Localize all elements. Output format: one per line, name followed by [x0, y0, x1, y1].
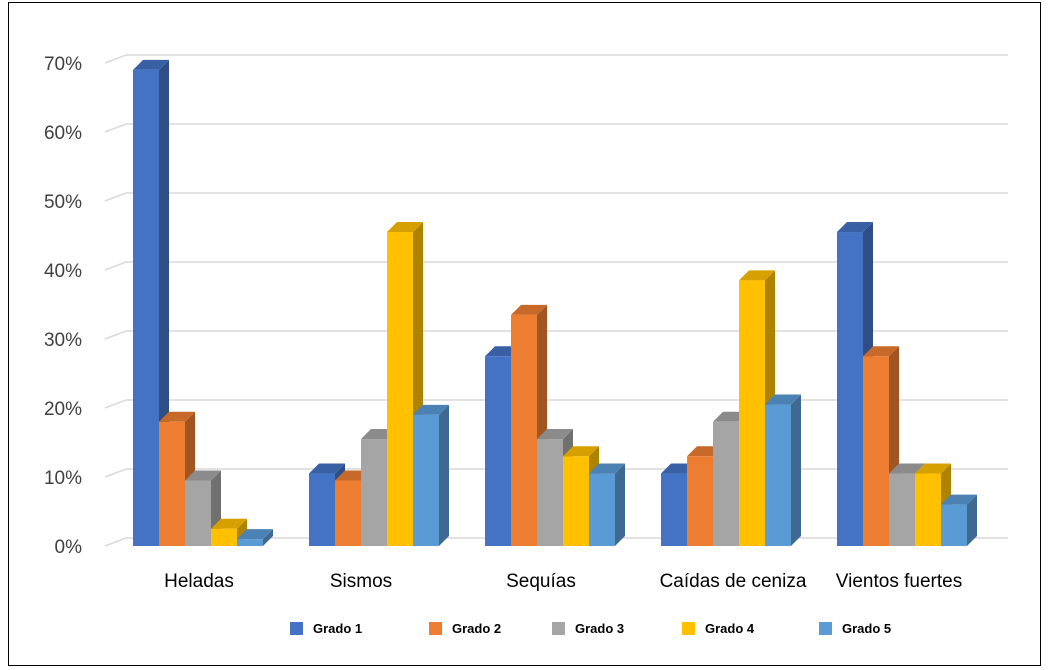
x-tick-label: Heladas: [164, 571, 234, 592]
bar: [309, 473, 335, 546]
bar: [485, 356, 511, 546]
bar-top: [309, 463, 345, 474]
bar-top: [765, 394, 801, 405]
bar: [661, 473, 687, 546]
bar-side: [791, 394, 801, 546]
bar: [335, 480, 361, 546]
bar-side: [263, 529, 273, 546]
legend-label: Grado 4: [705, 621, 755, 636]
bar: [863, 356, 889, 546]
bar-top: [387, 222, 423, 233]
x-tick-label: Sismos: [330, 571, 392, 592]
x-tick-label: Sequías: [506, 571, 576, 592]
bar-top: [837, 222, 873, 233]
y-tick-label: 40%: [44, 261, 82, 282]
y-tick-label: 0%: [55, 537, 83, 558]
bar: [211, 528, 237, 546]
bar-top: [211, 518, 247, 529]
bar-top: [133, 59, 169, 70]
bar: [387, 232, 413, 547]
bar-top: [537, 429, 573, 440]
bar: [237, 539, 263, 546]
bar: [589, 473, 615, 546]
legend-swatch: [682, 622, 695, 635]
legend-swatch: [290, 622, 303, 635]
x-tick-label: Caídas de ceniza: [660, 571, 807, 592]
gridline: [104, 330, 1008, 340]
legend-label: Grado 5: [842, 621, 891, 636]
x-tick-label: Vientos fuertes: [836, 571, 962, 592]
bar: [511, 314, 537, 546]
bar: [133, 69, 159, 547]
bar-side: [615, 463, 625, 546]
bar: [941, 504, 967, 546]
y-tick-label: 50%: [44, 192, 82, 213]
y-tick-label: 60%: [44, 123, 82, 144]
bar: [563, 456, 589, 546]
legend-label: Grado 2: [452, 621, 501, 636]
bar: [159, 421, 185, 546]
bar: [413, 414, 439, 546]
y-tick-label: 70%: [44, 54, 82, 75]
bar: [537, 439, 563, 546]
y-tick-label: 10%: [44, 468, 82, 489]
gridline: [104, 399, 1008, 409]
bar: [889, 473, 915, 546]
bar-top: [863, 346, 899, 357]
gridline: [104, 54, 1008, 64]
bar-top: [413, 404, 449, 415]
bar-top: [941, 494, 977, 505]
y-tick-label: 30%: [44, 330, 82, 351]
gridline: [104, 261, 1008, 271]
bar: [713, 421, 739, 546]
bar-side: [439, 404, 449, 546]
bar: [361, 439, 387, 546]
bar: [739, 280, 765, 546]
y-tick-label: 20%: [44, 399, 82, 420]
bar-top: [889, 463, 925, 474]
bar: [915, 473, 941, 546]
legend-swatch: [552, 622, 565, 635]
bar: [185, 480, 211, 546]
bar-top: [237, 529, 273, 540]
legend-swatch: [819, 622, 832, 635]
gridline: [104, 192, 1008, 202]
bar-top: [915, 463, 951, 474]
bar: [837, 232, 863, 547]
bar-top: [159, 411, 195, 422]
bar: [687, 456, 713, 546]
legend-swatch: [429, 622, 442, 635]
bar-top: [589, 463, 625, 474]
bar-top: [739, 270, 775, 281]
legend-label: Grado 1: [313, 621, 362, 636]
gridline: [104, 123, 1008, 133]
bar-side: [967, 494, 977, 546]
bar-top: [185, 470, 221, 481]
bar-top: [511, 304, 547, 315]
legend-label: Grado 3: [575, 621, 624, 636]
bar: [765, 404, 791, 546]
bar-top: [563, 446, 599, 457]
